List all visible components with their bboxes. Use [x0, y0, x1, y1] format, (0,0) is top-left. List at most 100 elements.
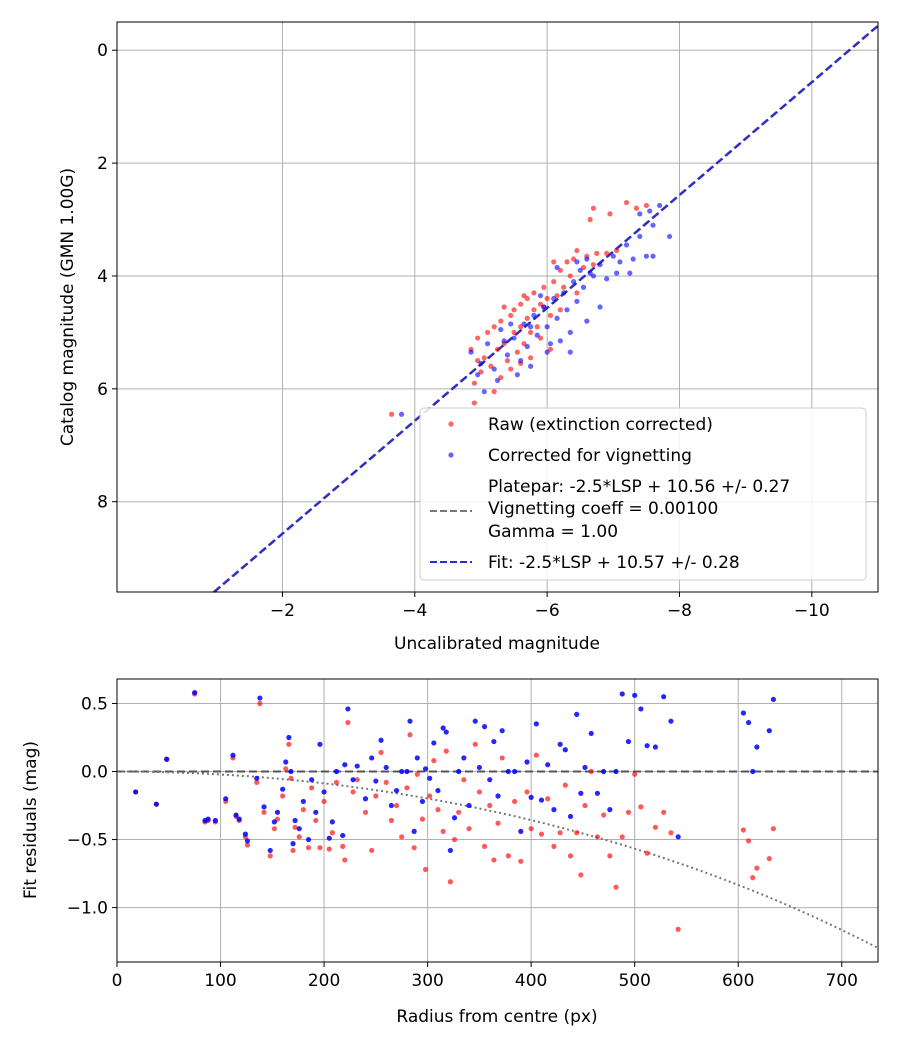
raw-residual-point: [567, 853, 574, 859]
corrected-residual-point: [286, 734, 292, 741]
corrected-point: [478, 360, 484, 367]
corrected-residual-point: [345, 706, 351, 712]
corrected-residual-point: [574, 711, 580, 717]
corrected-residual-point: [578, 790, 584, 796]
bottom-corrected-points: [133, 690, 777, 854]
raw-point: [541, 284, 547, 290]
raw-point: [508, 366, 514, 372]
corrected-residual-point: [451, 815, 458, 821]
corrected-point: [637, 211, 643, 217]
corrected-residual-point: [740, 710, 747, 716]
corrected-residual-point: [431, 740, 437, 746]
corrected-residual-point: [321, 789, 327, 795]
raw-point: [574, 247, 580, 254]
bottom-y-tick-label: 0.0: [81, 763, 108, 783]
corrected-residual-point: [638, 706, 644, 712]
raw-residual-point: [538, 831, 545, 837]
raw-residual-point: [619, 834, 625, 840]
corrected-residual-point: [750, 768, 756, 775]
corrected-point: [564, 307, 570, 313]
corrected-residual-point: [511, 768, 518, 775]
corrected-residual-point: [481, 724, 488, 730]
corrected-residual-point: [582, 764, 588, 771]
raw-residual-point: [740, 827, 747, 833]
legend-platepar-line1: Platepar: -2.5*LSP + 10.56 +/- 0.27: [488, 477, 790, 497]
corrected-point: [491, 366, 497, 372]
corrected-residual-point: [419, 798, 426, 805]
bottom-x-ticks: 0 100 200 300 400 500 600 700: [112, 962, 858, 991]
corrected-residual-point: [754, 744, 760, 750]
raw-residual-point: [399, 834, 405, 840]
corrected-residual-point: [675, 834, 681, 840]
corrected-residual-point: [399, 768, 405, 775]
bottom-y-ticks: 0.5 0.0 −0.5 −1.0: [67, 694, 117, 919]
bottom-grid: [116, 679, 878, 962]
raw-residual-point: [594, 834, 601, 840]
corrected-point: [650, 253, 656, 259]
corrected-residual-point: [230, 752, 236, 758]
corrected-residual-point: [518, 828, 524, 834]
corrected-residual-point: [495, 793, 501, 799]
raw-residual-point: [254, 779, 260, 786]
raw-residual-point: [393, 802, 400, 809]
raw-point: [475, 335, 481, 341]
raw-residual-point: [588, 768, 594, 775]
raw-residual-point: [305, 845, 312, 851]
corrected-point: [557, 338, 563, 344]
corrected-residual-point: [594, 790, 601, 796]
top-y-tick-label: 6: [97, 380, 108, 400]
raw-residual-point: [668, 830, 674, 836]
corrected-residual-point: [562, 747, 568, 753]
raw-point: [614, 247, 620, 254]
raw-residual-point: [431, 758, 437, 764]
corrected-point: [534, 332, 540, 338]
corrected-point: [647, 208, 653, 214]
raw-residual-point: [766, 855, 772, 862]
raw-point: [389, 411, 395, 417]
raw-residual-point: [551, 843, 557, 849]
corrected-residual-point: [274, 809, 281, 815]
corrected-residual-point: [133, 789, 139, 795]
raw-residual-point: [652, 824, 658, 830]
bottom-y-tick-label: −1.0: [67, 899, 108, 919]
corrected-residual-point: [300, 798, 306, 805]
corrected-point: [571, 279, 577, 285]
corrected-point: [597, 262, 603, 268]
raw-residual-point: [435, 807, 441, 813]
raw-residual-point: [447, 879, 453, 885]
corrected-point: [531, 312, 537, 319]
top-y-tick-label: 8: [97, 493, 108, 513]
corrected-residual-point: [461, 755, 467, 761]
bottom-x-tick-label: 700: [826, 971, 858, 991]
corrected-residual-point: [373, 778, 379, 784]
corrected-residual-point: [233, 812, 239, 818]
corrected-residual-point: [422, 766, 429, 772]
raw-residual-point: [505, 853, 511, 859]
raw-residual-point: [407, 732, 413, 738]
corrected-point: [630, 256, 636, 262]
raw-point: [551, 259, 557, 265]
corrected-point: [468, 349, 474, 355]
corrected-point: [604, 276, 610, 282]
corrected-point: [614, 270, 620, 276]
raw-point: [494, 346, 501, 352]
corrected-point: [643, 253, 649, 259]
fit-line: [213, 25, 879, 593]
raw-residual-point: [350, 789, 356, 795]
corrected-point: [484, 341, 491, 347]
raw-point: [501, 304, 507, 310]
corrected-residual-point: [192, 690, 198, 696]
raw-residual-point: [283, 766, 289, 772]
top-y-ticks: 0 2 4 6 8: [97, 41, 117, 513]
raw-residual-point: [414, 771, 420, 777]
corrected-residual-point: [411, 828, 417, 834]
corrected-point: [527, 363, 534, 369]
legend-platepar-line2: Vignetting coeff = 0.00100: [488, 499, 718, 519]
raw-residual-point: [317, 845, 323, 851]
corrected-residual-point: [538, 797, 545, 803]
raw-residual-point: [280, 793, 286, 799]
corrected-residual-point: [487, 777, 493, 783]
corrected-residual-point: [588, 730, 594, 737]
raw-point: [623, 199, 630, 206]
raw-residual-point: [373, 793, 379, 799]
